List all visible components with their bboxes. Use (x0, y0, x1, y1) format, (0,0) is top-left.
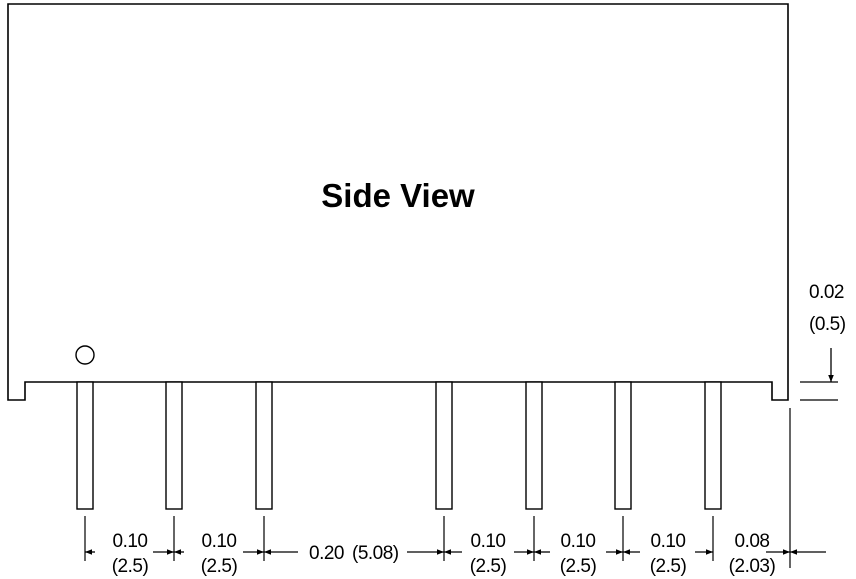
pitch-labels: 0.10 (2.5) 0.10 (2.5) 0.20 (5.08) 0.10 (… (112, 531, 776, 577)
pitch-metric-label: (2.5) (470, 556, 507, 577)
standoff-value-label: 0.02 (809, 282, 844, 303)
pin (165, 381, 183, 510)
pin (255, 381, 273, 510)
standoff-dimension: 0.02 (0.5) (800, 282, 846, 401)
pitch-metric-label: (2.5) (201, 556, 238, 577)
standoff-metric-label: (0.5) (809, 314, 846, 335)
pitch-metric-label: (2.5) (650, 556, 687, 577)
pitch-metric-label: (2.5) (112, 556, 149, 577)
pin (435, 381, 453, 510)
pitch-metric-label: (5.08) (352, 543, 399, 564)
pitch-value-label: 0.10 (471, 531, 506, 552)
pin (76, 381, 94, 510)
pitch-value-label: 0.10 (113, 531, 148, 552)
pin (614, 381, 632, 510)
pin1-indicator-circle (75, 345, 95, 365)
pitch-value-label: 0.20 (309, 543, 344, 564)
pitch-value-label: 0.08 (735, 531, 770, 552)
diagram-title: Side View (321, 177, 475, 214)
pitch-value-label: 0.10 (651, 531, 686, 552)
pin (525, 381, 543, 510)
module-body-outline (7, 3, 789, 401)
pitch-value-label: 0.10 (561, 531, 596, 552)
pin (704, 381, 722, 510)
pitch-metric-label: (2.5) (560, 556, 597, 577)
pitch-metric-label: (2.03) (729, 556, 776, 577)
pins (76, 381, 722, 510)
pitch-value-label: 0.10 (202, 531, 237, 552)
